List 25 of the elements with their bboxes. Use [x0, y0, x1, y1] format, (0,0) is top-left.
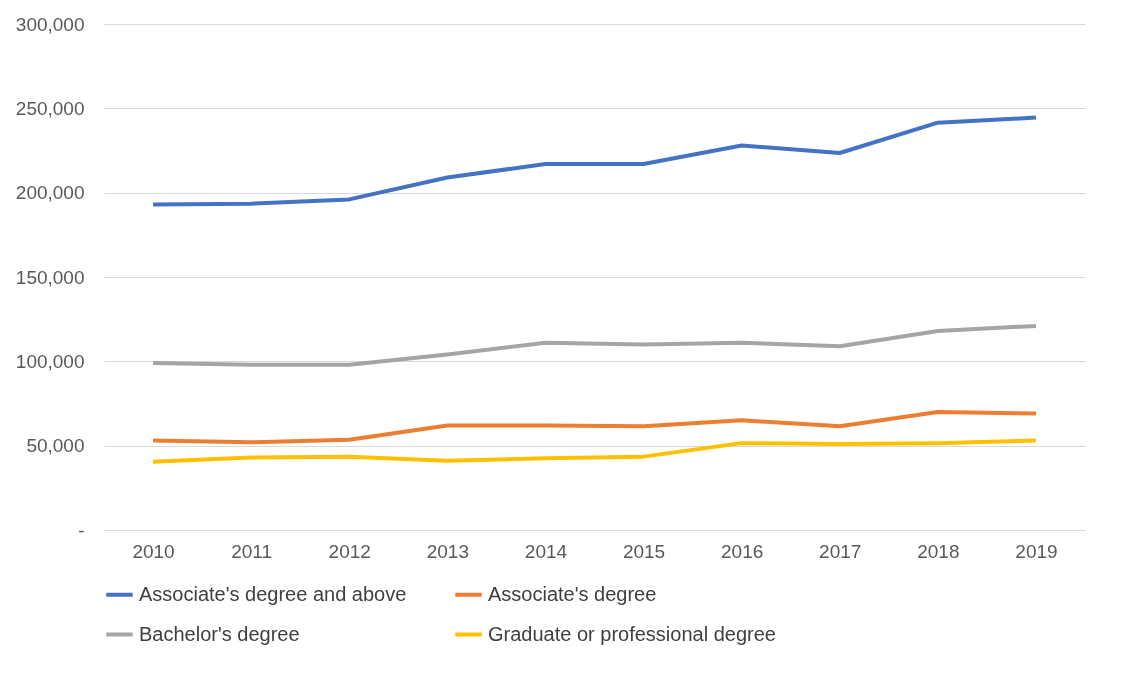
legend-label: Associate's degree	[488, 582, 657, 605]
y-tick-label: 200,000	[15, 182, 85, 204]
x-tick-label: 2011	[231, 540, 273, 562]
line-series	[151, 438, 1038, 464]
x-tick-label: 2019	[1015, 540, 1058, 562]
x-tick-label: 2016	[721, 540, 764, 562]
y-tick-label: 50,000	[26, 435, 85, 457]
x-tick-label: 2012	[328, 540, 371, 562]
y-tick-label: 100,000	[15, 350, 85, 372]
x-tick-label: 2015	[622, 540, 666, 562]
y-tick-label: 300,000	[15, 13, 85, 35]
x-tick-label: 2014	[524, 540, 568, 562]
line-series	[151, 409, 1038, 445]
legend-label: Graduate or professional degree	[488, 622, 776, 645]
y-tick-label: 250,000	[15, 97, 85, 119]
legend-label: Bachelor's degree	[139, 622, 300, 645]
x-tick-label: 2010	[132, 540, 175, 562]
y-tick-label: -	[78, 519, 85, 541]
y-tick-label: 150,000	[15, 266, 85, 288]
x-tick-label: 2017	[819, 540, 862, 562]
legend-label: Associate's degree and above	[139, 582, 407, 605]
x-tick-label: 2018	[917, 540, 960, 562]
line-series	[151, 115, 1038, 207]
line-series	[151, 323, 1038, 367]
x-tick-label: 2013	[426, 540, 469, 562]
